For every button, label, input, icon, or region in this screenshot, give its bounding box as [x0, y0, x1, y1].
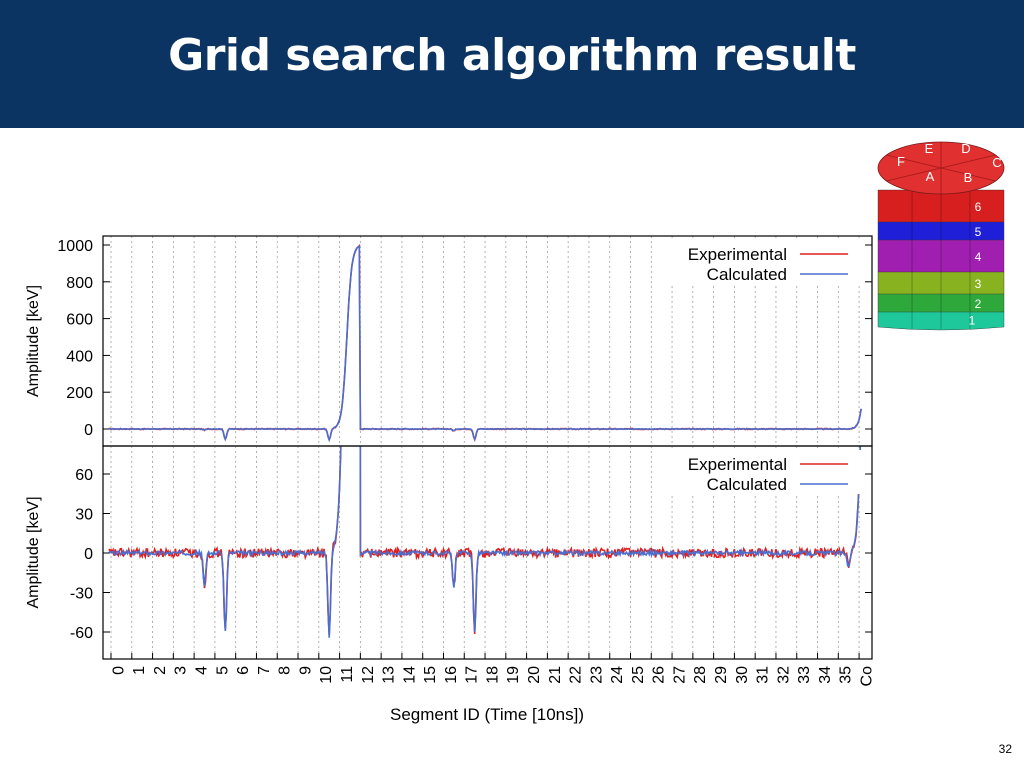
y-tick-label: 0	[84, 422, 93, 439]
y-tick-label: 1000	[57, 238, 93, 255]
x-tick-label: 20	[526, 666, 543, 684]
x-tick-label: 1	[131, 666, 148, 675]
y-tick-label: 400	[66, 348, 93, 365]
plot-frame	[102, 445, 873, 660]
detector-sector-label: A	[926, 169, 935, 184]
x-tick-label: 3	[173, 666, 190, 675]
legend-label-calculated: Calculated	[707, 265, 787, 284]
x-tick-label: 33	[796, 666, 813, 684]
x-tick-label: 11	[339, 666, 356, 683]
x-tick-label: Co	[858, 666, 875, 687]
x-tick-label: 18	[484, 666, 501, 684]
y-tick-label: -60	[70, 625, 93, 642]
series-group	[108, 243, 862, 443]
detector-sector-edge	[886, 167, 942, 182]
x-tick-label: 32	[775, 666, 792, 684]
detector-sector-label: E	[925, 141, 934, 156]
series-calculated-line	[108, 446, 862, 638]
x-tick-label: 0	[110, 666, 127, 675]
x-tick-label: 16	[443, 666, 460, 684]
x-tick-label: 24	[609, 666, 626, 684]
x-tick-label: 17	[464, 666, 481, 684]
legend-label-experimental: Experimental	[688, 245, 787, 264]
x-tick-label: 7	[256, 666, 273, 675]
x-tick-label: 10	[318, 666, 335, 684]
x-tick-label: 19	[505, 666, 522, 684]
detector-layer-label: 3	[975, 277, 982, 291]
x-tick-label: 14	[401, 666, 418, 684]
detector-layer-label: 2	[975, 297, 982, 311]
detector-layer-label: 4	[975, 250, 982, 264]
detector-sector-edge	[940, 154, 996, 169]
x-tick-label: 4	[194, 666, 211, 675]
x-tick-label: 5	[214, 666, 231, 675]
x-tick-label: 28	[692, 666, 709, 684]
slide-title: Grid search algorithm result	[168, 30, 856, 81]
x-tick-label: 22	[568, 666, 585, 684]
legend-background	[665, 450, 865, 494]
x-tick-label: 31	[755, 666, 772, 684]
y-axis-label: Amplitude [keV]	[25, 285, 42, 397]
x-tick-label: 27	[671, 666, 688, 684]
x-axis-label: Segment ID (Time [10ns])	[390, 705, 584, 724]
y-axis-label: Amplitude [keV]	[25, 496, 42, 608]
x-tick-label: 21	[547, 666, 564, 684]
detector-layer-label: 6	[975, 200, 982, 214]
detector-sector-edge	[886, 154, 942, 169]
y-tick-label: 30	[75, 507, 93, 524]
x-tick-label: 29	[713, 666, 730, 684]
detector-sector-label: F	[897, 154, 905, 169]
x-tick-label: 25	[630, 666, 647, 684]
detector-layer-label: 1	[969, 314, 976, 328]
x-tick-label: 30	[734, 666, 751, 684]
detector-layer-label: 5	[975, 225, 982, 239]
page-number: 32	[998, 742, 1012, 756]
x-tick-label: 26	[651, 666, 668, 684]
y-tick-label: 600	[66, 312, 93, 329]
x-tick-label: 6	[235, 666, 252, 675]
y-tick-label: 60	[75, 467, 93, 484]
detector-sector-label: C	[992, 155, 1001, 170]
legend-label-calculated: Calculated	[707, 475, 787, 494]
legend-background	[665, 240, 865, 284]
detector-sector-edge	[940, 167, 996, 182]
detector-layer	[877, 311, 1005, 331]
legend-label-experimental: Experimental	[688, 455, 787, 474]
x-tick-label: 8	[277, 666, 294, 675]
y-tick-label: -30	[70, 586, 93, 603]
series-calculated-line	[108, 244, 862, 443]
x-tick-label: 2	[152, 666, 169, 675]
x-tick-label: 13	[381, 666, 398, 684]
detector-sector-label: B	[964, 170, 973, 185]
x-tick-label: 34	[817, 666, 834, 684]
slide-header: Grid search algorithm result	[0, 0, 1024, 128]
y-tick-label: 200	[66, 385, 93, 402]
x-tick-label: 12	[360, 666, 377, 684]
x-tick-label: 9	[297, 666, 314, 675]
x-tick-label: 35	[838, 666, 855, 684]
x-tick-label: 15	[422, 666, 439, 684]
y-tick-label: 800	[66, 275, 93, 292]
x-tick-label: 23	[588, 666, 605, 684]
series-group	[108, 446, 862, 638]
y-tick-label: 0	[84, 546, 93, 563]
detector-sector-label: D	[961, 141, 970, 156]
